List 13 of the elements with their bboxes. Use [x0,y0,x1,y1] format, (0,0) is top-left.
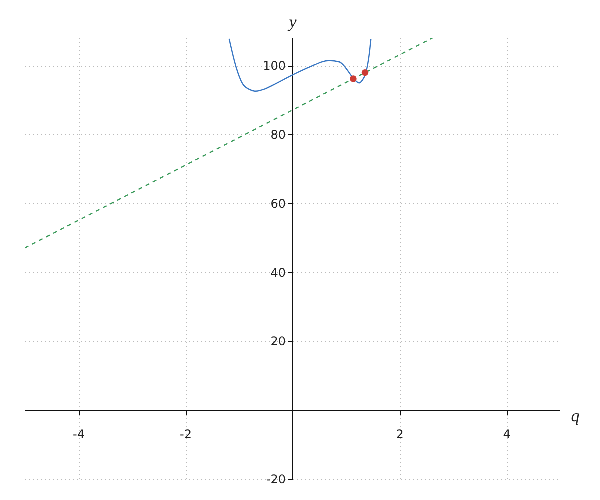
x-tick-label: -2 [180,428,192,442]
y-tick-label: 100 [263,59,286,74]
y-tick-label: 40 [270,266,286,280]
y-tick-label: 80 [270,128,286,142]
x-tick-label: 2 [396,428,404,442]
line-series [228,38,372,92]
x-axis-title: q [571,406,580,426]
y-tick-label: 60 [270,196,286,211]
x-tick-label: 4 [503,428,511,442]
y-tick-label: -20 [266,472,286,486]
x-tick-label: -4 [73,428,85,442]
y-axis-title: y [287,12,298,32]
y-tick-label: 20 [270,334,286,349]
